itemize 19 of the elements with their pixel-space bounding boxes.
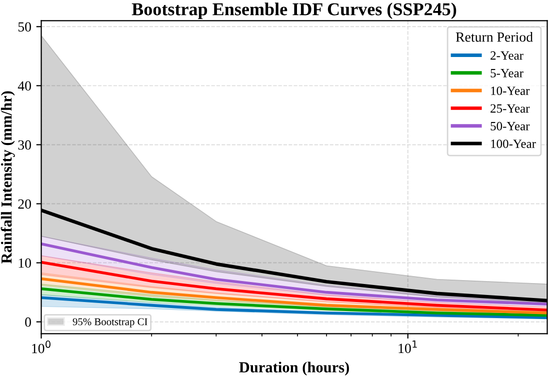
y-tick-label: 50 [18, 22, 31, 32]
y-tick-label: 0 [25, 317, 31, 327]
x-tick-label: 10$^{0}$ [32, 340, 50, 354]
legend-label: 50-Year [490, 122, 530, 130]
legend-label: 25-Year [490, 104, 530, 113]
y-tick-label: 20 [18, 199, 31, 209]
y-tick-label: 30 [18, 140, 31, 150]
chart-title: Bootstrap Ensemble IDF Curves (SSP245) [132, 2, 456, 20]
x-tick-label: 10$^{1}$ [398, 340, 417, 354]
x-axis-title: Duration (hours) [239, 362, 349, 376]
legend-label: 10-Year [491, 86, 530, 96]
y-axis-title: Rainfall Intensity (mm/hr) [0, 91, 15, 264]
legend-label: 5-Year [490, 69, 524, 78]
legend-label: 100-Year [491, 140, 536, 148]
y-tick-label: 40 [18, 81, 31, 91]
legend-title: Return Period [456, 32, 533, 42]
y-tick-label: 10 [18, 258, 31, 268]
annotation: 95% Bootstrap CI [72, 318, 148, 328]
legend-label: 2-Year [490, 51, 524, 60]
